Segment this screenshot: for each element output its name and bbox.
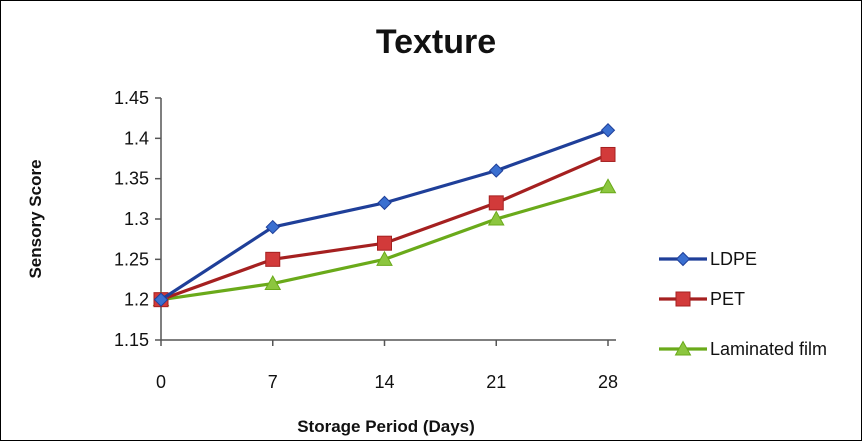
legend-marker xyxy=(674,340,692,356)
series-pet xyxy=(153,146,616,308)
y-axis-label: Sensory Score xyxy=(26,159,45,278)
data-point xyxy=(600,146,616,162)
legend-label: LDPE xyxy=(710,249,757,269)
legend-marker xyxy=(675,291,691,307)
x-tick-label: 7 xyxy=(268,372,278,392)
data-point xyxy=(377,235,392,251)
data-point xyxy=(265,251,281,267)
legend-marker xyxy=(675,251,691,267)
series-ldpe xyxy=(153,123,616,307)
y-tick-label: 1.2 xyxy=(124,290,149,310)
series-layer xyxy=(152,123,617,308)
legend-label: PET xyxy=(710,289,745,309)
data-point xyxy=(265,219,280,235)
data-point xyxy=(376,250,393,266)
y-tick-label: 1.3 xyxy=(124,209,149,229)
data-point xyxy=(599,178,617,194)
legend-label: Laminated film xyxy=(710,339,827,359)
y-tick-label: 1.15 xyxy=(114,330,149,350)
x-tick-label: 0 xyxy=(156,372,166,392)
y-tick-labels: 1.15 1.2 1.25 1.3 1.35 1.4 1.45 xyxy=(114,88,149,350)
legend: LDPE PET Laminated film xyxy=(659,249,827,359)
x-tick-label: 28 xyxy=(598,372,618,392)
chart-title: Texture xyxy=(376,23,496,61)
y-tick-label: 1.35 xyxy=(114,169,149,189)
data-point xyxy=(264,275,282,291)
series-line xyxy=(160,152,609,302)
data-point xyxy=(488,195,504,211)
axes xyxy=(155,97,616,346)
legend-item: PET xyxy=(659,289,745,309)
y-tick-label: 1.4 xyxy=(124,128,149,148)
y-tick-label: 1.25 xyxy=(114,249,149,269)
series-laminated-film xyxy=(152,178,617,307)
legend-item: Laminated film xyxy=(659,339,827,359)
x-tick-labels: 0 7 14 21 28 xyxy=(156,372,618,392)
data-point xyxy=(487,210,505,226)
legend-item: LDPE xyxy=(659,249,757,269)
x-tick-label: 21 xyxy=(486,372,506,392)
x-tick-label: 14 xyxy=(374,372,394,392)
data-point xyxy=(153,292,169,307)
y-tick-label: 1.45 xyxy=(114,88,149,108)
data-point xyxy=(377,195,392,211)
data-point xyxy=(600,123,616,138)
data-point xyxy=(489,163,504,178)
x-axis-label: Storage Period (Days) xyxy=(297,417,475,436)
